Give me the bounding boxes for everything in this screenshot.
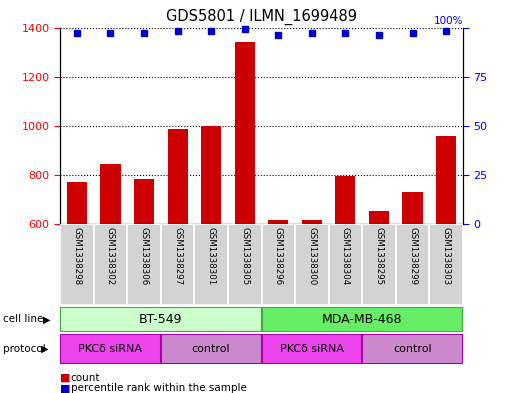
Bar [429, 224, 463, 305]
Text: control: control [192, 344, 231, 354]
Bar [161, 334, 262, 364]
Text: protocol: protocol [3, 344, 46, 354]
Bar [335, 176, 356, 371]
Bar [362, 224, 396, 305]
Text: GSM1338296: GSM1338296 [274, 227, 283, 285]
Bar [167, 129, 188, 371]
Text: control: control [393, 344, 432, 354]
Bar [94, 224, 127, 305]
Title: GDS5801 / ILMN_1699489: GDS5801 / ILMN_1699489 [166, 9, 357, 25]
Bar [100, 164, 120, 371]
Text: GSM1338303: GSM1338303 [441, 227, 451, 285]
Bar [235, 42, 255, 371]
Bar [262, 224, 295, 305]
Text: ▶: ▶ [43, 314, 50, 324]
Bar [262, 307, 463, 332]
Bar [228, 224, 262, 305]
Bar [60, 334, 161, 364]
Text: ■: ■ [60, 373, 71, 383]
Bar [436, 136, 456, 371]
Text: GSM1338301: GSM1338301 [207, 227, 215, 285]
Bar [134, 178, 154, 371]
Text: GSM1338304: GSM1338304 [341, 227, 350, 285]
Text: PKCδ siRNA: PKCδ siRNA [280, 344, 344, 354]
Text: PKCδ siRNA: PKCδ siRNA [78, 344, 142, 354]
Bar [328, 224, 362, 305]
Bar [60, 307, 262, 332]
Text: ■: ■ [60, 383, 71, 393]
Bar [396, 224, 429, 305]
Text: GSM1338298: GSM1338298 [72, 227, 82, 285]
Bar [403, 192, 423, 371]
Bar [60, 224, 94, 305]
Bar [295, 224, 328, 305]
Bar [67, 182, 87, 371]
Bar [362, 334, 463, 364]
Bar [161, 224, 195, 305]
Text: cell line: cell line [3, 314, 43, 324]
Bar [201, 126, 221, 371]
Text: BT-549: BT-549 [139, 313, 183, 326]
Text: percentile rank within the sample: percentile rank within the sample [71, 383, 246, 393]
Bar [369, 211, 389, 371]
Text: count: count [71, 373, 100, 383]
Text: GSM1338306: GSM1338306 [140, 227, 149, 285]
Text: ▶: ▶ [41, 344, 49, 354]
Text: GSM1338295: GSM1338295 [374, 227, 383, 285]
Text: GSM1338302: GSM1338302 [106, 227, 115, 285]
Text: GSM1338297: GSM1338297 [173, 227, 182, 285]
Bar [268, 220, 288, 371]
Text: MDA-MB-468: MDA-MB-468 [322, 313, 402, 326]
Bar [127, 224, 161, 305]
Text: 100%: 100% [434, 16, 463, 26]
Text: GSM1338300: GSM1338300 [308, 227, 316, 285]
Text: GSM1338299: GSM1338299 [408, 227, 417, 285]
Bar [262, 334, 362, 364]
Bar [302, 220, 322, 371]
Bar [195, 224, 228, 305]
Text: GSM1338305: GSM1338305 [240, 227, 249, 285]
